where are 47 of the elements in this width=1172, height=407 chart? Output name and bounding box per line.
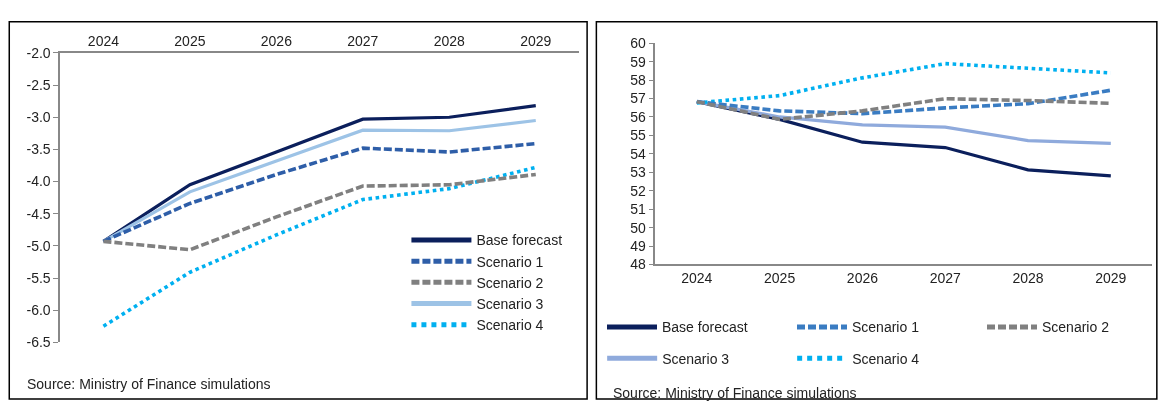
- legend-label: Scenario 3: [662, 350, 730, 367]
- y-tick-label: 60: [630, 35, 647, 52]
- y-tick-label: 55: [630, 127, 647, 144]
- y-tick-label: -4.5: [26, 205, 51, 222]
- legend-label: Scenario 4: [476, 317, 544, 334]
- x-tick-label: 2027: [347, 32, 379, 49]
- y-tick-label: 57: [630, 90, 647, 107]
- y-tick-label: -2.0: [26, 44, 51, 61]
- legend-label: Scenario 4: [852, 350, 920, 367]
- source-note: Source: Ministry of Finance simulations: [27, 376, 271, 392]
- y-tick-label: -6.5: [26, 334, 51, 351]
- x-tick-label: 2029: [520, 32, 552, 49]
- y-tick-label: -5.0: [26, 237, 51, 254]
- x-tick-label: 2027: [929, 270, 961, 287]
- source-note: Source: Ministry of Finance simulations: [613, 385, 857, 401]
- legend-label: Scenario 3: [476, 296, 544, 313]
- y-tick-label: 49: [630, 237, 647, 254]
- x-tick-label: 2028: [433, 32, 466, 49]
- x-tick-label: 2028: [1012, 270, 1044, 287]
- y-tick-label: -4.0: [26, 173, 51, 190]
- y-tick-label: -3.5: [26, 141, 51, 158]
- legend-label: Base forecast: [662, 319, 748, 336]
- x-tick-label: 2026: [846, 270, 879, 287]
- legend-label: Scenario 2: [476, 274, 544, 291]
- y-tick-label: 52: [630, 182, 647, 199]
- x-tick-label: 2024: [681, 270, 713, 287]
- y-tick-label: 48: [630, 256, 647, 273]
- y-tick-label: 50: [630, 219, 647, 236]
- y-tick-label: 56: [630, 108, 647, 125]
- y-tick-label: -2.5: [26, 77, 51, 94]
- y-tick-label: 58: [630, 71, 647, 88]
- x-tick-label: 2029: [1095, 270, 1127, 287]
- legend-label: Scenario 1: [852, 319, 920, 336]
- y-tick-label: 53: [630, 164, 647, 181]
- x-tick-label: 2026: [260, 32, 293, 49]
- x-tick-label: 2025: [174, 32, 206, 49]
- y-tick-label: 54: [630, 145, 647, 162]
- y-tick-label: 59: [630, 53, 647, 70]
- y-tick-label: 51: [630, 201, 647, 218]
- x-tick-label: 2025: [764, 270, 796, 287]
- x-tick-label: 2024: [87, 32, 120, 49]
- legend-label: Base forecast: [476, 232, 563, 249]
- legend-label: Scenario 1: [476, 253, 544, 270]
- y-tick-label: -5.5: [26, 269, 51, 286]
- y-tick-label: -3.0: [26, 109, 51, 126]
- y-tick-label: -6.0: [26, 302, 51, 319]
- legend-label: Scenario 2: [1042, 319, 1110, 336]
